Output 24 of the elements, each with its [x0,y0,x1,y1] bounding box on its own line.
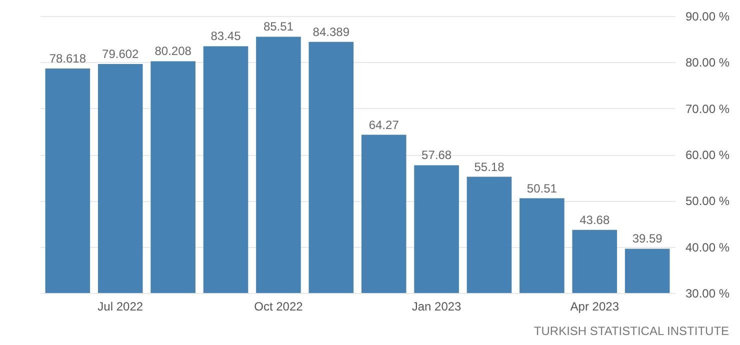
data-label: 79.602 [102,47,140,62]
y-tick-label: 90.00 % [686,10,730,24]
data-label: 80.208 [154,44,192,58]
data-label: 43.68 [580,212,610,227]
y-tick-label: 60.00 % [686,148,730,162]
y-tick-label: 30.00 % [686,286,730,300]
data-label: 50.51 [526,181,558,196]
x-tick-label: Oct 2022 [254,300,304,314]
text: TURKISH STATISTICAL INSTITUTE [534,324,730,338]
data-label: 83.45 [210,29,242,44]
data-label: 57.68 [422,148,452,162]
data-label: 84.389 [312,24,350,39]
x-tick-label: Jan 2023 [412,300,462,314]
y-tick-label: 40.00 % [686,240,730,254]
y-tick-label: 70.00 % [686,102,730,116]
data-label: 85.51 [263,20,294,34]
data-label: 39.59 [632,232,663,246]
x-tick-label: Apr 2023 [570,300,620,314]
data-label: 55.18 [474,160,505,174]
y-tick-label: 80.00 % [686,56,730,70]
x-tick-label: Jul 2022 [98,300,144,314]
data-label: 64.27 [368,118,400,132]
data-label: 78.618 [49,52,86,66]
y-tick-label: 50.00 % [686,194,730,208]
